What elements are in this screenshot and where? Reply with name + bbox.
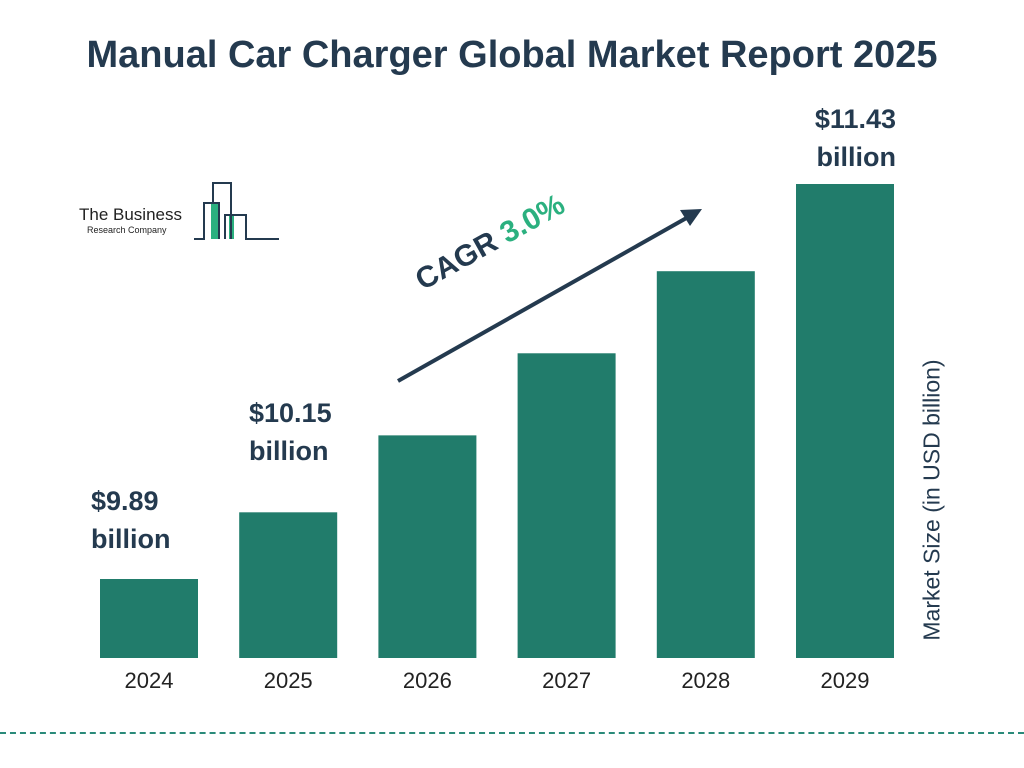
cagr-arrow-line — [397, 214, 691, 383]
bar-2029 — [796, 184, 894, 658]
bar-2028 — [656, 271, 755, 658]
bar-2025 — [239, 512, 338, 658]
data-label-value: $10.15 — [249, 398, 332, 428]
company-logo: The Business Research Company — [79, 181, 284, 245]
logo-line1: The Business — [79, 205, 182, 224]
data-label-unit: billion — [91, 524, 171, 554]
x-tick-label: 2026 — [403, 668, 452, 693]
x-tick-label: 2028 — [681, 668, 730, 693]
y-axis-label: Market Size (in USD billion) — [918, 359, 945, 641]
footer-divider — [0, 732, 1024, 734]
bar-2027 — [517, 353, 616, 658]
x-tick-label: 2025 — [264, 668, 313, 693]
bar-2026 — [378, 435, 477, 658]
bar-2024 — [100, 579, 198, 658]
data-label-value: $11.43 — [814, 104, 896, 134]
data-label-2025: $10.15 billion — [249, 394, 332, 470]
chart-title: Manual Car Charger Global Market Report … — [86, 34, 938, 76]
data-label-unit: billion — [816, 142, 896, 172]
data-label-2024: $9.89 billion — [91, 482, 170, 558]
x-tick-label: 2024 — [125, 668, 174, 693]
x-tick-label: 2027 — [542, 668, 591, 693]
logo-buildings-icon — [194, 182, 279, 240]
data-label-2029: $11.43 billion — [808, 100, 896, 176]
data-label-unit: billion — [249, 436, 329, 466]
logo-line2: Research Company — [87, 225, 167, 235]
x-tick-label: 2029 — [821, 668, 870, 693]
data-label-value: $9.89 — [91, 486, 159, 516]
cagr-arrow-head — [680, 209, 702, 226]
